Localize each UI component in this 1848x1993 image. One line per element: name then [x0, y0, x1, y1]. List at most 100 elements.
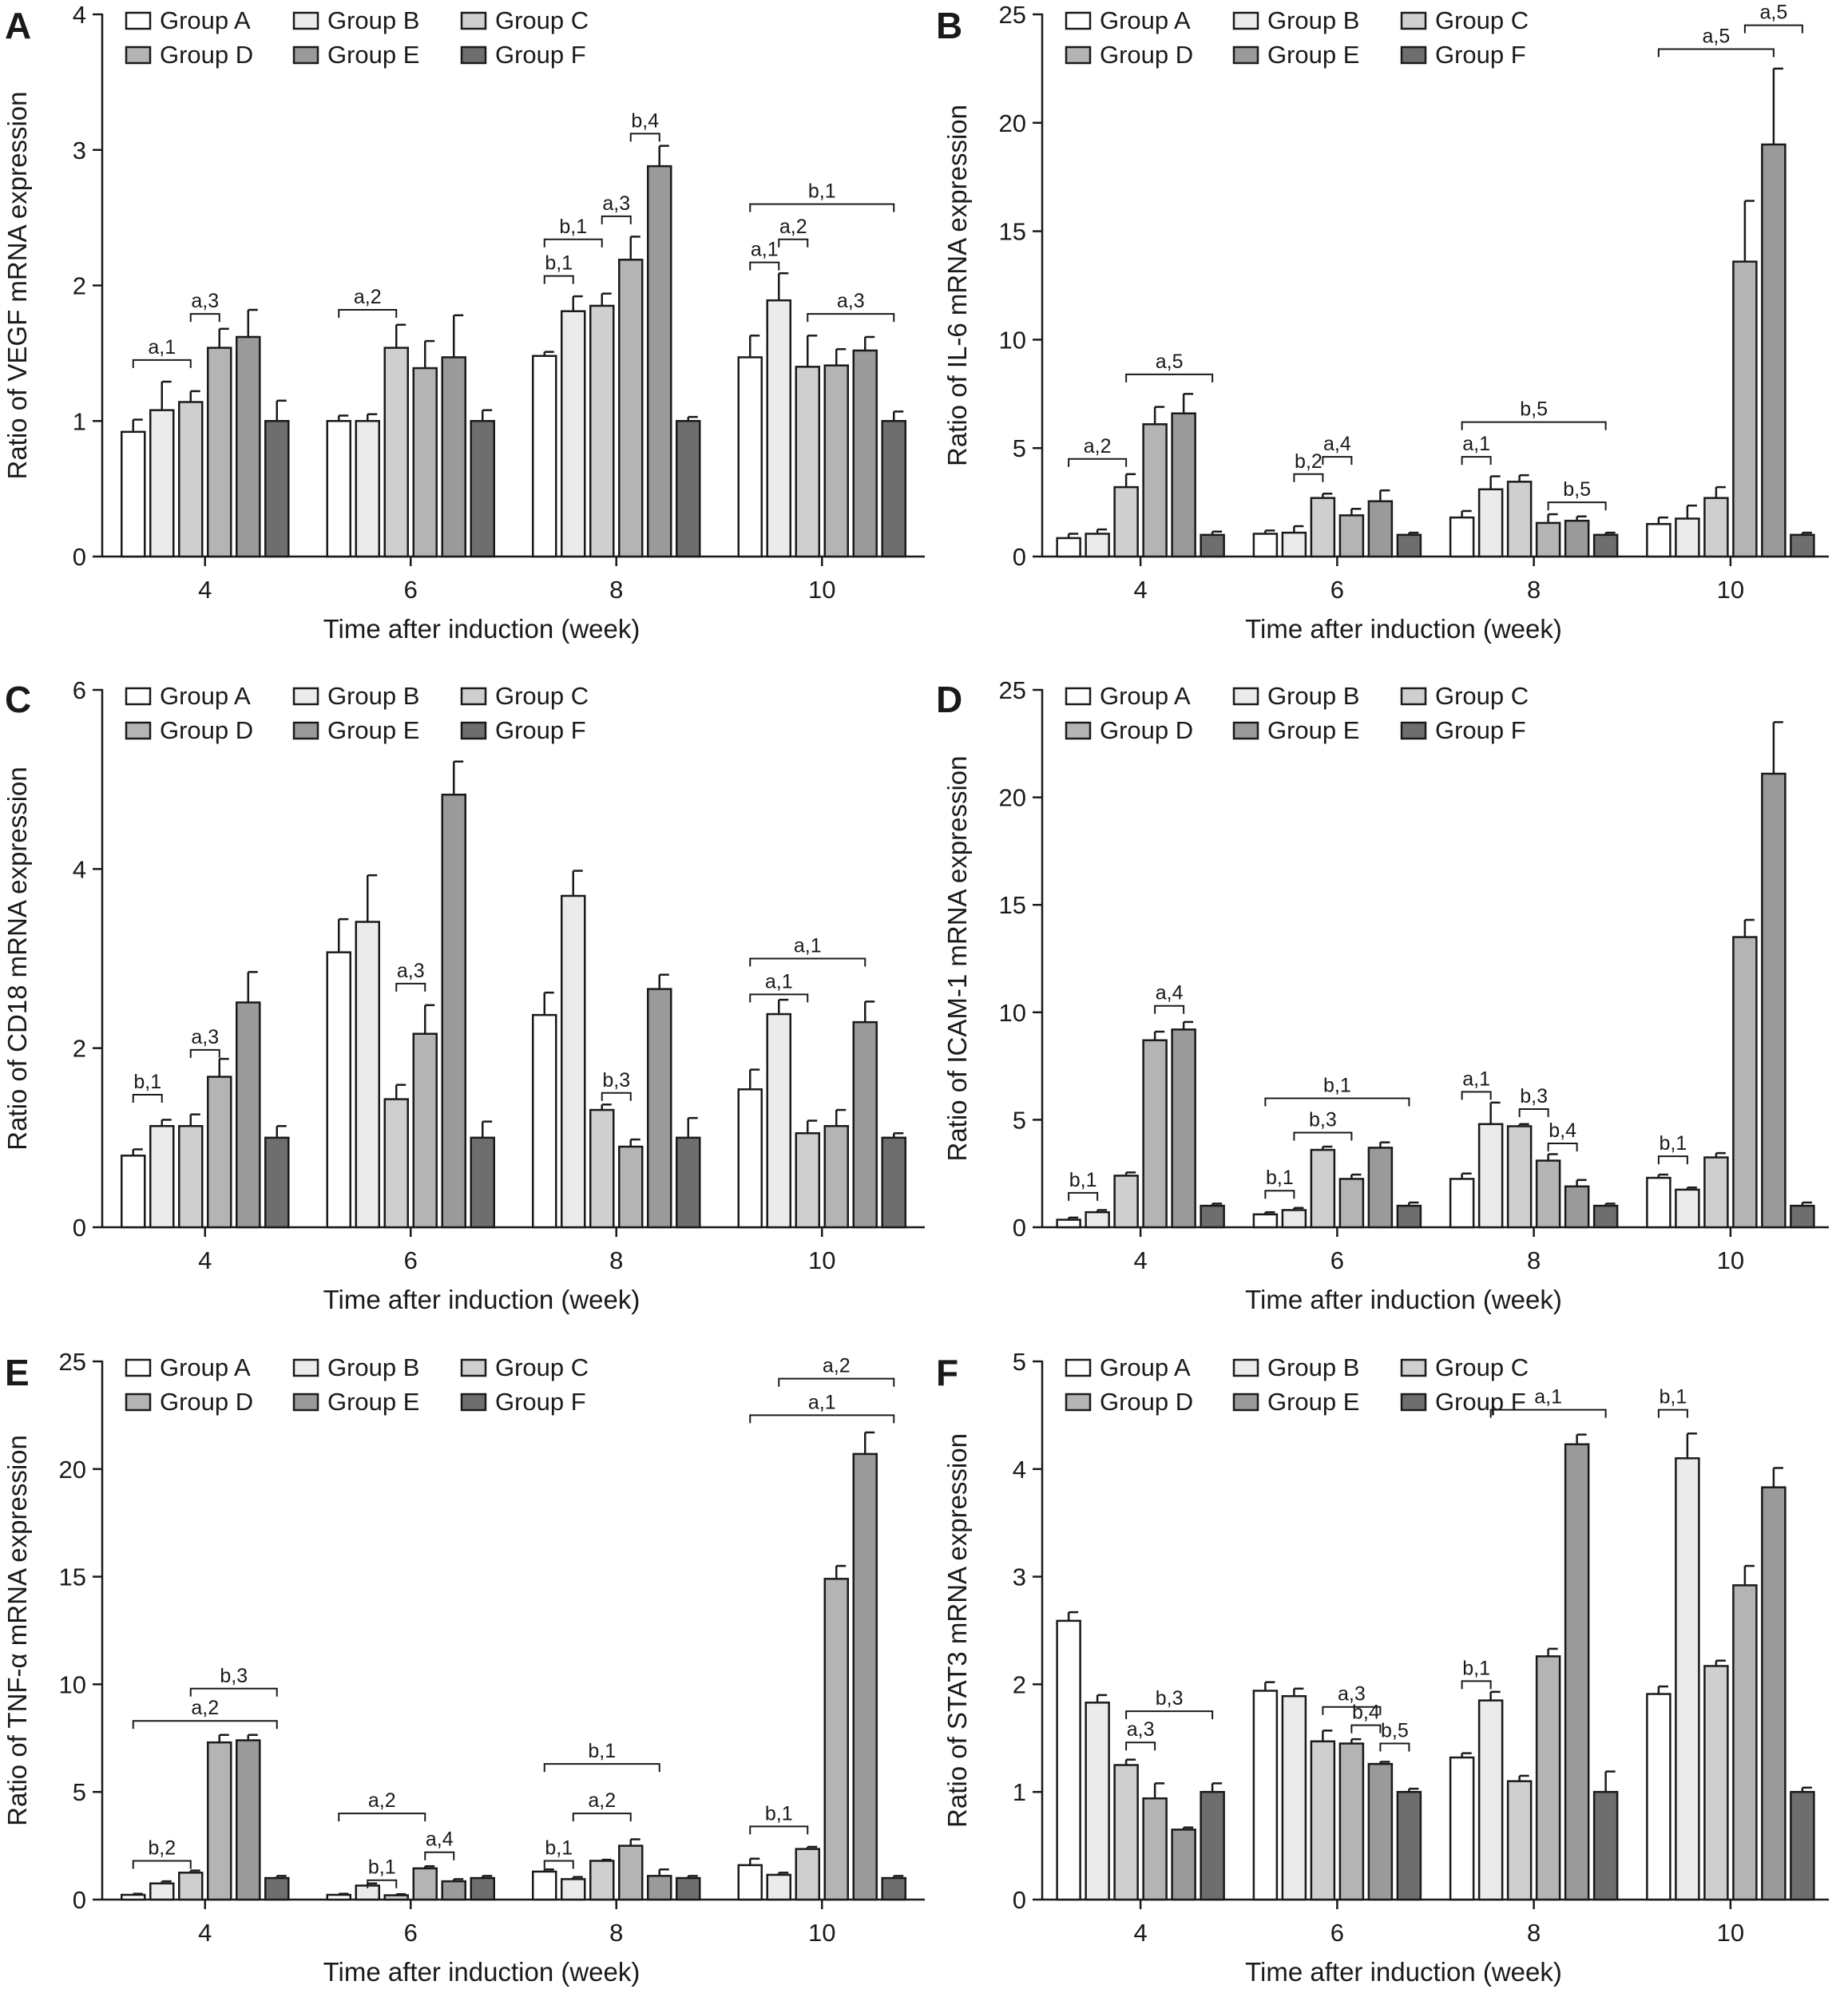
significance-label: b,1: [559, 216, 587, 238]
bar: [470, 1136, 495, 1229]
significance-label: a,2: [1084, 435, 1112, 458]
legend-label: Group E: [1267, 41, 1359, 69]
significance-label: a,1: [751, 239, 779, 261]
significance-label: a,2: [779, 216, 807, 238]
y-tick-label: 15: [999, 218, 1026, 246]
significance-bracket: [338, 1813, 426, 1822]
significance-bracket: [1125, 1741, 1156, 1751]
bar: [676, 1876, 701, 1901]
legend-swatch: [1400, 1358, 1427, 1377]
x-tick-label: 8: [1527, 1246, 1541, 1274]
bar: [1142, 1039, 1168, 1229]
significance-label: a,2: [191, 1697, 219, 1719]
significance-bracket: [395, 982, 426, 992]
legend-swatch: [292, 11, 319, 30]
y-tick-label: 3: [73, 137, 86, 164]
significance-label: a,4: [1323, 433, 1351, 455]
significance-bracket: [189, 1687, 278, 1697]
bar: [412, 1032, 438, 1229]
significance-bracket: [749, 1825, 809, 1835]
significance-label: a,2: [354, 286, 382, 308]
bar: [647, 164, 672, 558]
panel-letter: E: [5, 1352, 30, 1393]
y-tick-label: 10: [999, 326, 1026, 354]
significance-label: b,3: [1309, 1109, 1337, 1131]
legend-swatch: [1232, 721, 1259, 740]
bar: [676, 420, 701, 558]
bar: [1646, 1176, 1672, 1229]
significance-label: a,3: [191, 290, 219, 312]
bar: [589, 304, 615, 558]
bar: [1310, 1740, 1336, 1901]
bar: [1113, 1175, 1139, 1229]
x-tick-label: 8: [609, 1246, 623, 1274]
x-tick-label: 8: [609, 576, 623, 604]
y-tick-label: 2: [73, 272, 86, 300]
bar: [881, 1876, 906, 1901]
x-axis-title: Time after induction (week): [323, 1957, 640, 1987]
legend-label: Group A: [1100, 682, 1191, 710]
bar: [1477, 1699, 1504, 1901]
significance-bracket: [338, 309, 398, 319]
bar: [1367, 1147, 1394, 1229]
legend-swatch: [460, 687, 487, 706]
significance-bracket: [1068, 458, 1128, 467]
significance-bracket: [1657, 1409, 1688, 1418]
legend-label: Group D: [160, 716, 253, 744]
y-tick-label: 25: [999, 1, 1026, 29]
significance-label: b,2: [1295, 450, 1323, 473]
bar: [1675, 517, 1700, 558]
significance-label: b,2: [148, 1836, 176, 1859]
y-tick-label: 5: [1013, 1348, 1026, 1376]
significance-label: a,2: [368, 1789, 396, 1812]
bar: [561, 310, 586, 558]
significance-label: a,2: [823, 1355, 851, 1377]
bar: [121, 1893, 146, 1901]
legend-swatch: [292, 687, 319, 706]
significance-bracket: [1264, 1190, 1295, 1199]
bar: [1703, 1665, 1729, 1901]
y-tick-label: 0: [73, 1886, 86, 1914]
significance-label: b,1: [588, 1740, 616, 1762]
bar: [766, 299, 791, 558]
bar: [1085, 1210, 1110, 1229]
bar: [1367, 500, 1394, 558]
y-axis-title: Ratio of CD18 mRNA expression: [2, 767, 32, 1151]
legend: Group A Group B Group C Group D Group E Group…: [125, 6, 589, 69]
bar: [1477, 488, 1504, 558]
significance-bracket: [1125, 373, 1214, 382]
panel-letter: F: [936, 1352, 958, 1393]
bar: [737, 1864, 763, 1901]
legend-swatch: [125, 687, 152, 706]
x-tick-label: 6: [404, 1246, 418, 1274]
significance-label: b,1: [1462, 1657, 1490, 1679]
significance-bracket: [1379, 1742, 1410, 1752]
bar: [1281, 531, 1307, 558]
significance-bracket: [1461, 1680, 1492, 1690]
bar: [149, 409, 175, 558]
bar: [207, 1741, 232, 1901]
significance-bracket: [1743, 24, 1803, 34]
bar: [852, 1452, 878, 1901]
x-tick-label: 10: [808, 1919, 835, 1947]
significance-label: a,3: [602, 192, 630, 215]
bar: [852, 349, 878, 558]
legend-swatch: [1232, 687, 1259, 706]
bar: [1171, 412, 1196, 558]
significance-label: b,1: [1069, 1169, 1097, 1191]
y-tick-label: 15: [59, 1563, 86, 1591]
panel-d: D 0 5 10 15 20 25 4 6 8 10 Time after induction (we…: [936, 676, 1829, 1314]
significance-bracket: [1518, 1107, 1549, 1117]
y-axis-title: Ratio of STAT3 mRNA expression: [942, 1433, 972, 1828]
bar: [766, 1873, 791, 1901]
legend-label: Group F: [1435, 1388, 1526, 1416]
significance-bracket: [749, 203, 895, 212]
significance-bracket: [367, 1879, 398, 1888]
significance-bracket: [1489, 1409, 1607, 1418]
significance-bracket: [749, 957, 866, 967]
significance-label: b,1: [1323, 1074, 1351, 1096]
panel-letter: C: [5, 679, 31, 720]
x-axis-title: Time after induction (week): [323, 614, 640, 644]
legend-swatch: [1232, 1393, 1259, 1412]
legend-label: Group D: [1100, 41, 1193, 69]
